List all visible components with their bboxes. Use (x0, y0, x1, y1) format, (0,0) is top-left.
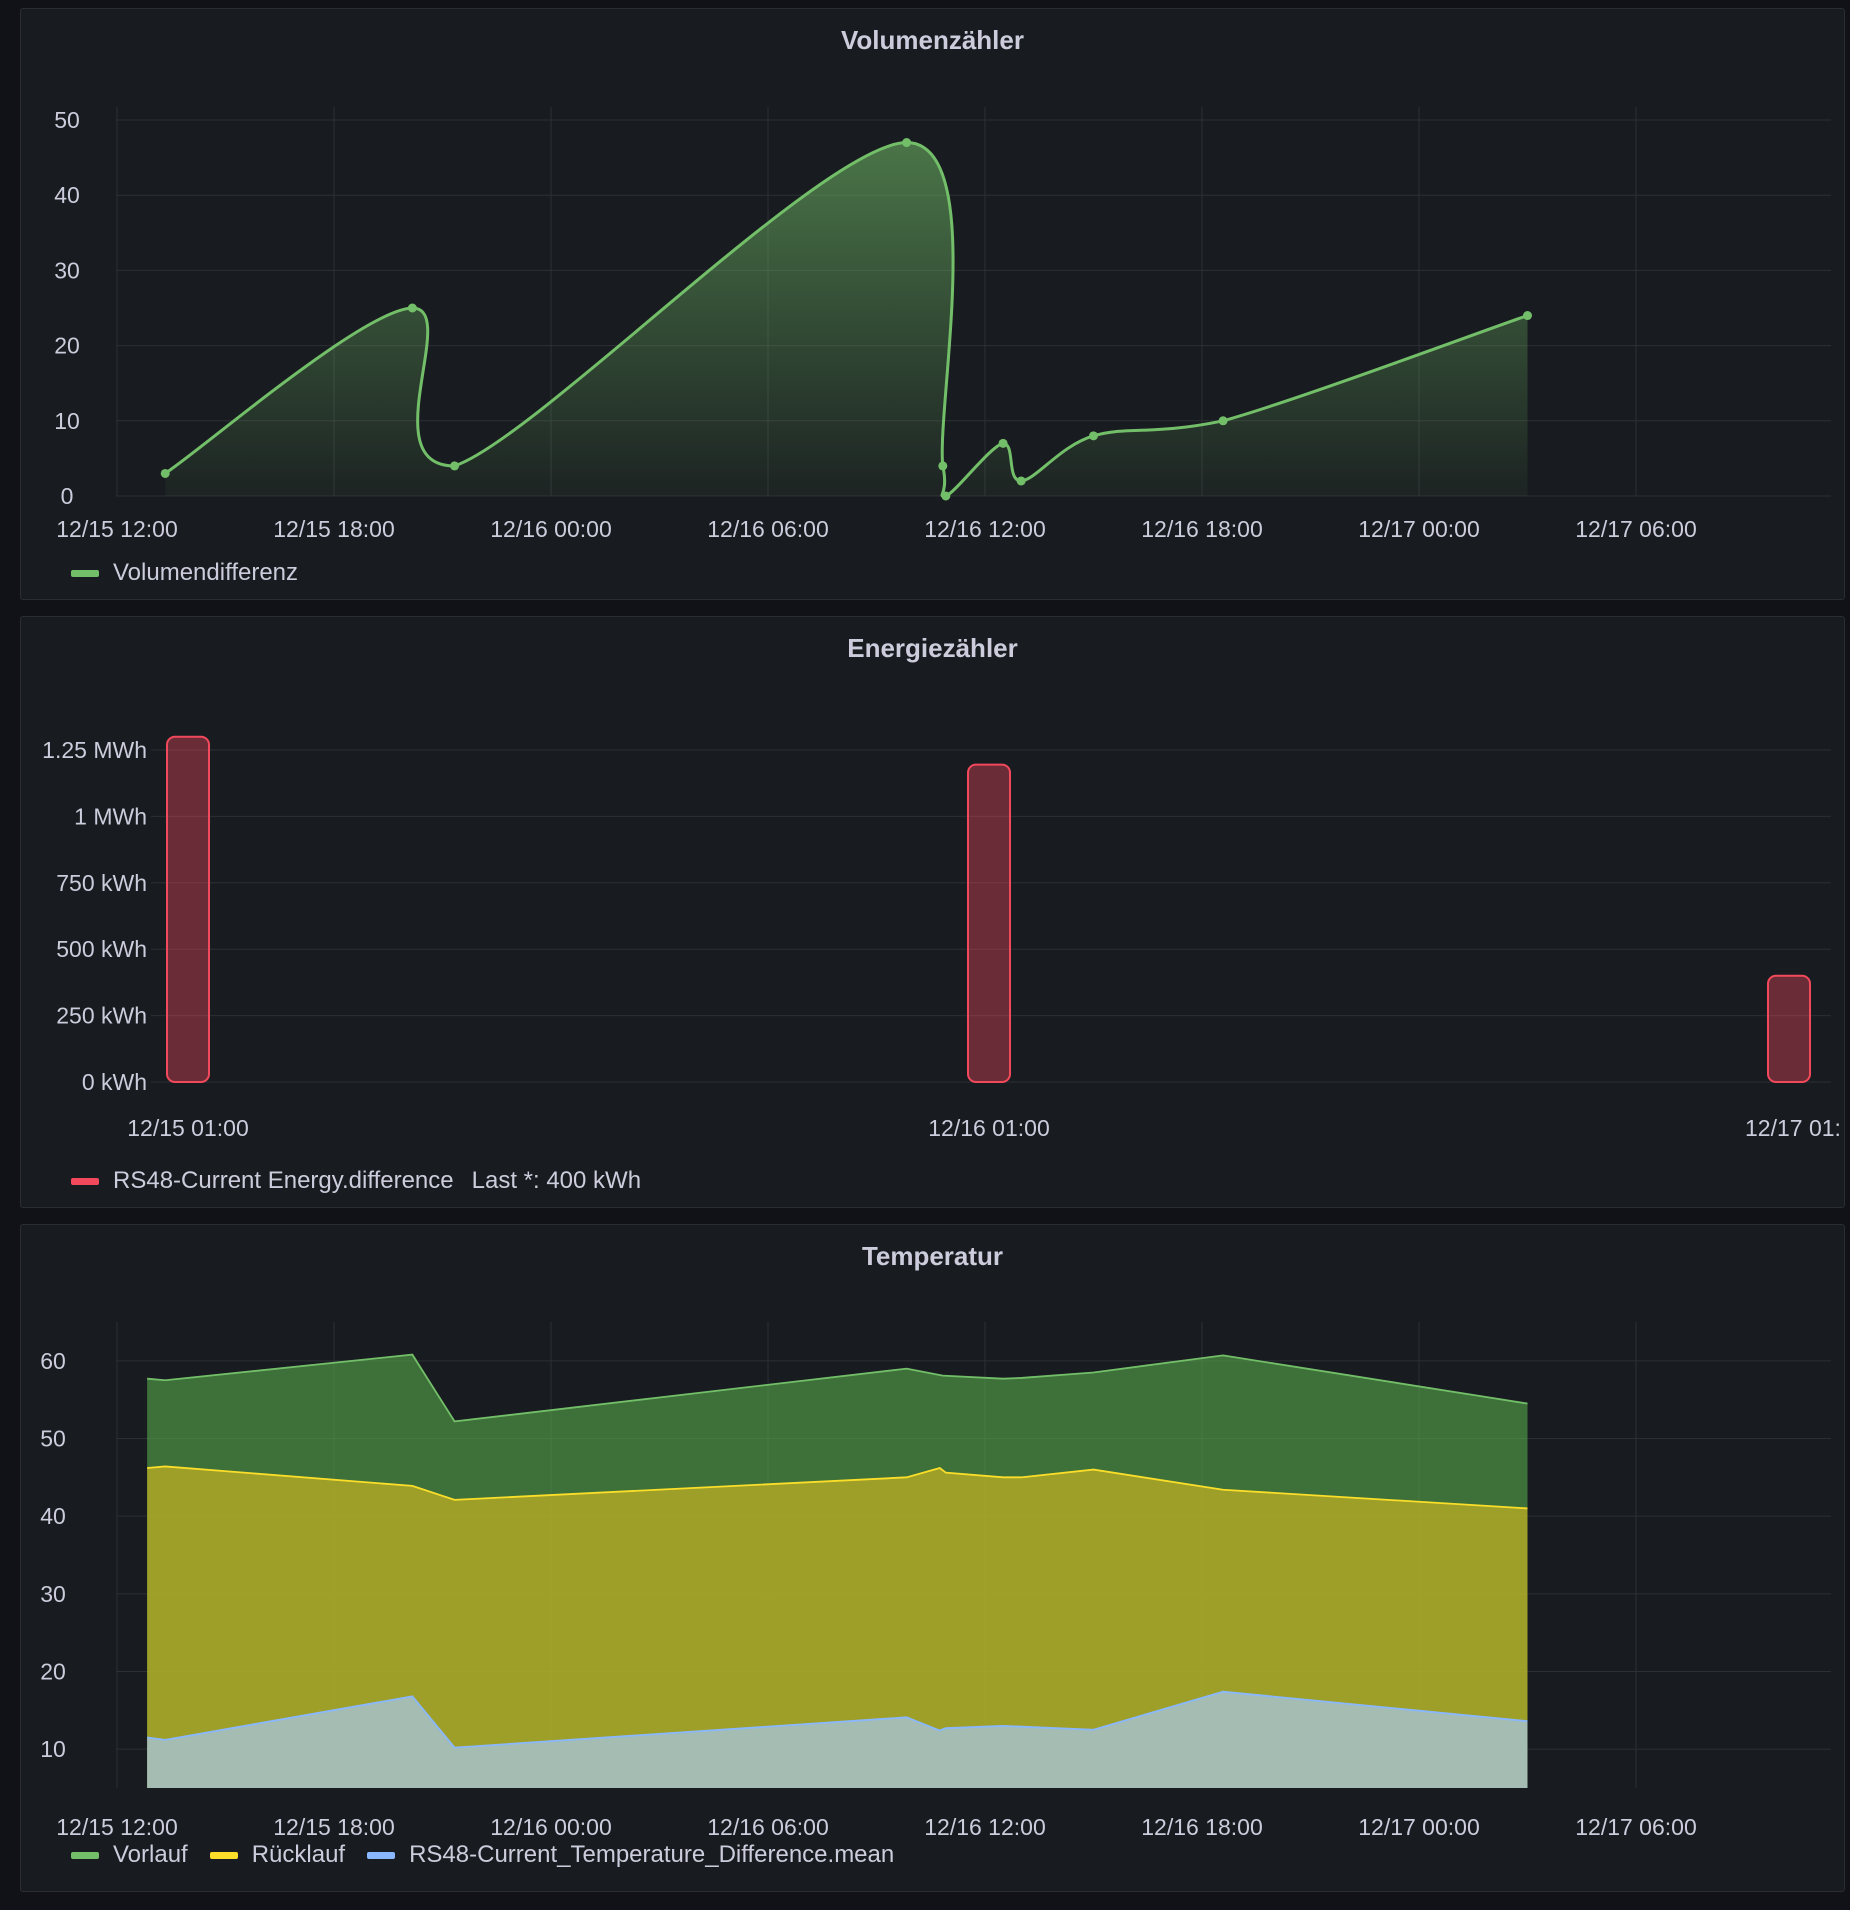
x-tick-label: 12/16 06:00 (707, 1814, 829, 1840)
legend-label: Volumendifferenz (113, 559, 299, 586)
x-tick-label: 12/17 00:00 (1358, 516, 1480, 542)
x-tick-label: 12/17 06:00 (1575, 1814, 1697, 1840)
data-point (902, 138, 912, 148)
data-point (1218, 416, 1228, 426)
y-tick-label: 10 (40, 1736, 66, 1762)
legend-last-value: Last *: 400 kWh (471, 1167, 642, 1194)
energy-panel-title[interactable]: Energiezähler (847, 633, 1018, 663)
temperature-chart: 10 20 30 40 50 60 12/15 12:00 12/15 18:00 12/16 … (40, 1322, 1831, 1840)
x-tick-label: 12/16 18:00 (1141, 516, 1263, 542)
y-tick-label: 20 (54, 333, 80, 359)
x-tick-label: 12/17 00:00 (1358, 1814, 1480, 1840)
energy-bar (967, 763, 1011, 1083)
temperature-legend: Vorlauf Rücklauf RS48-Current_Temperatur… (71, 1841, 916, 1869)
y-tick-label: 60 (40, 1348, 66, 1374)
y-tick-label: 20 (40, 1659, 66, 1685)
series-area-rs48-current-temperature-difference-mean (147, 1691, 1528, 1788)
energy-legend: RS48-Current Energy.difference Last *: 4… (71, 1167, 663, 1195)
series-area-volumendifferenz (165, 142, 1528, 496)
x-tick-label: 12/15 12:00 (56, 516, 178, 542)
y-tick-label: 1.25 MWh (42, 737, 147, 763)
y-tick-label: 750 kWh (56, 870, 147, 896)
x-tick-label: 12/16 12:00 (924, 1814, 1046, 1840)
x-tick-label: 12/15 12:00 (56, 1814, 178, 1840)
series-line-rs48-current-temperature-difference-mean (147, 1690, 1528, 1749)
series-line-volumendifferenz (164, 141, 1528, 498)
y-tick-label: 30 (40, 1581, 66, 1607)
data-point (160, 468, 170, 478)
y-tick-label: 50 (40, 1426, 66, 1452)
legend-swatch-green (71, 1851, 99, 1859)
temperature-panel-title[interactable]: Temperatur (861, 1241, 1004, 1271)
volume-legend: Volumendifferenz (71, 559, 320, 587)
x-tick-label: 12/16 00:00 (490, 516, 612, 542)
y-tick-label: 250 kWh (56, 1003, 147, 1029)
legend-item-ruecklauf[interactable]: Rücklauf (209, 1841, 346, 1869)
data-point (1523, 311, 1532, 321)
legend-item-energy-difference[interactable]: RS48-Current Energy.difference Last *: 4… (71, 1167, 641, 1195)
legend-label: RS48-Current_Temperature_Difference.mean (409, 1841, 895, 1868)
data-point (941, 491, 951, 501)
data-point (407, 303, 417, 313)
x-tick-label: 12/15 01:00 (127, 1115, 249, 1141)
x-tick-label: 12/15 18:00 (273, 516, 395, 542)
y-tick-label: 500 kWh (56, 936, 147, 962)
energy-chart: 0 kWh 250 kWh 500 kWh 750 kWh 1 MWh 1.25 MWh 1… (42, 735, 1841, 1141)
x-tick-label: 12/15 18:00 (273, 1814, 395, 1840)
legend-item-temperature-difference[interactable]: RS48-Current_Temperature_Difference.mean (367, 1841, 894, 1869)
y-tick-label: 40 (40, 1503, 66, 1529)
x-tick-label: 12/17 01: (1745, 1115, 1841, 1141)
x-tick-label: 12/16 01:00 (928, 1115, 1050, 1141)
y-tick-label: 1 MWh (74, 803, 147, 829)
data-point (450, 461, 460, 471)
legend-label: RS48-Current Energy.difference (113, 1167, 454, 1194)
series-line-r-cklauf (147, 1465, 1528, 1510)
legend-swatch-green (71, 569, 99, 577)
y-tick-label: 10 (54, 408, 80, 434)
data-point (1089, 431, 1098, 441)
volume-chart: 0 10 20 30 40 50 12/15 12:00 12/15 18:00 12/16 0… (54, 107, 1831, 542)
volume-panel: Volumenzähler 0 10 20 30 40 50 12/15 12:00 12/1… (20, 8, 1845, 600)
legend-item-vorlauf[interactable]: Vorlauf (71, 1841, 188, 1869)
legend-swatch-blue (367, 1851, 396, 1859)
temperature-panel: Temperatur 10 20 30 40 50 60 12/15 12:00 12/15 … (20, 1224, 1845, 1892)
energy-panel: Energiezähler 0 kWh 250 kWh 500 kWh 750 kWh… (20, 616, 1845, 1208)
data-point (938, 461, 948, 471)
volume-panel-title[interactable]: Volumenzähler (840, 25, 1024, 55)
legend-label: Vorlauf (113, 1841, 188, 1868)
y-tick-label: 40 (54, 182, 80, 208)
legend-label: Rücklauf (251, 1841, 346, 1868)
energy-bar (166, 735, 210, 1083)
x-tick-label: 12/16 12:00 (924, 516, 1046, 542)
y-tick-label: 50 (54, 107, 80, 133)
y-tick-label: 0 kWh (82, 1069, 147, 1095)
energy-bar (1767, 974, 1811, 1084)
legend-swatch-red (71, 1177, 99, 1185)
legend-swatch-yellow (209, 1851, 238, 1859)
data-point (998, 438, 1008, 448)
data-point (1016, 476, 1026, 486)
y-tick-label: 0 (61, 483, 74, 509)
legend-item-volumendifferenz[interactable]: Volumendifferenz (71, 559, 298, 587)
y-tick-label: 30 (54, 257, 80, 283)
x-tick-label: 12/16 18:00 (1141, 1814, 1263, 1840)
series-line-vorlauf (147, 1353, 1528, 1423)
x-tick-label: 12/16 00:00 (490, 1814, 612, 1840)
x-tick-label: 12/16 06:00 (707, 516, 829, 542)
x-tick-label: 12/17 06:00 (1575, 516, 1697, 542)
